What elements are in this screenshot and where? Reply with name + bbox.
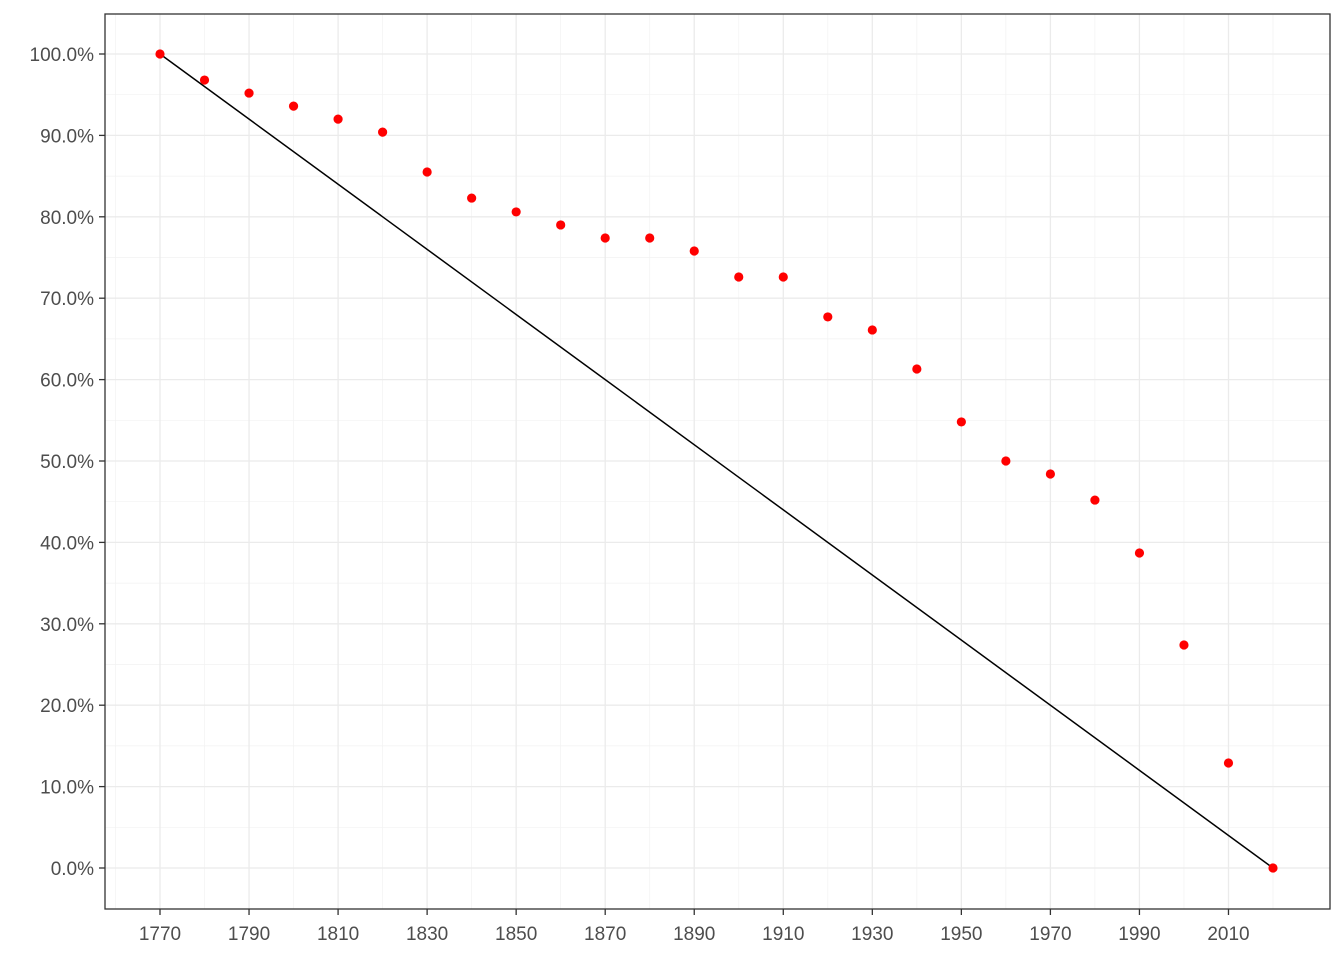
data-point	[600, 233, 610, 243]
data-point	[511, 207, 521, 217]
data-point	[689, 246, 699, 256]
x-tick-label: 2010	[1207, 924, 1249, 945]
x-tick-label: 1970	[1029, 924, 1071, 945]
x-tick-label: 1850	[495, 924, 537, 945]
x-tick-label: 1930	[851, 924, 893, 945]
x-tick-label: 1910	[762, 924, 804, 945]
data-point	[556, 220, 566, 230]
data-point	[912, 364, 922, 374]
x-tick-label: 1810	[317, 924, 359, 945]
data-point	[1001, 456, 1011, 466]
y-tick-label: 80.0%	[40, 208, 94, 229]
data-point	[1268, 863, 1278, 873]
data-point	[422, 167, 432, 177]
x-tick-label: 1890	[673, 924, 715, 945]
x-tick-label: 1770	[139, 924, 181, 945]
data-point	[645, 233, 655, 243]
data-point	[734, 272, 744, 282]
x-tick-label: 1790	[228, 924, 270, 945]
x-tick-label: 1950	[940, 924, 982, 945]
x-tick-label: 1830	[406, 924, 448, 945]
y-tick-label: 50.0%	[40, 452, 94, 473]
data-point	[867, 325, 877, 335]
data-point	[333, 114, 343, 124]
data-point	[1223, 758, 1234, 768]
data-point	[155, 49, 165, 59]
x-tick-label: 1870	[584, 924, 626, 945]
data-point	[1045, 469, 1055, 479]
data-point	[288, 101, 299, 111]
y-tick-label: 40.0%	[40, 533, 94, 554]
data-point	[467, 193, 477, 203]
data-point	[199, 75, 210, 85]
x-tick-label: 1990	[1118, 924, 1160, 945]
data-point	[956, 417, 966, 427]
y-tick-label: 0.0%	[51, 859, 94, 880]
y-tick-label: 90.0%	[40, 126, 94, 147]
plot-panel: 1770 1790 1810 1830 1850 1870 1890 1910 1930 1950…	[30, 13, 1331, 945]
data-point	[1134, 548, 1145, 558]
y-tick-label: 10.0%	[40, 778, 94, 799]
y-tick-label: 30.0%	[40, 615, 94, 636]
data-point	[378, 127, 388, 137]
y-tick-label: 100.0%	[30, 45, 95, 66]
y-tick-label: 60.0%	[40, 371, 94, 392]
data-point	[1090, 495, 1100, 505]
data-point	[244, 88, 254, 98]
data-point	[823, 312, 833, 322]
data-point	[778, 272, 788, 282]
y-tick-label: 20.0%	[40, 696, 94, 717]
y-tick-label: 70.0%	[40, 289, 94, 310]
data-point	[1179, 640, 1189, 650]
reference-line	[159, 53, 1274, 869]
